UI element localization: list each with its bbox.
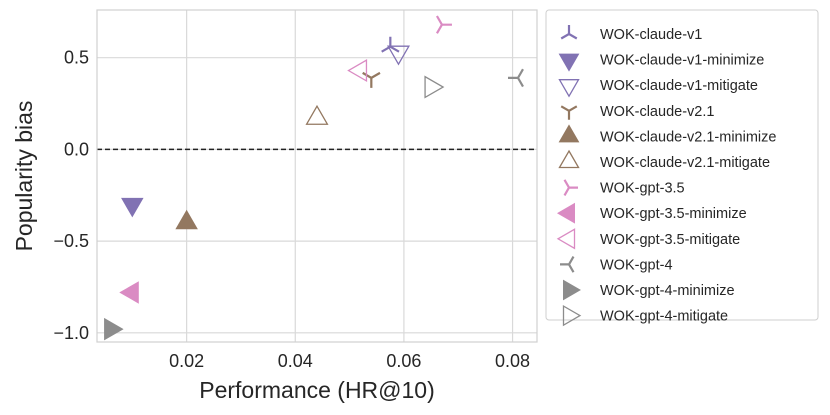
data-point-marker	[507, 68, 524, 88]
legend-marker	[558, 79, 580, 98]
legend-label: WOK-claude-v2.1-minimize	[600, 129, 776, 145]
y-axis-label: Popularity bias	[11, 101, 37, 252]
legend-item: WOK-claude-v2.1-mitigate	[558, 149, 770, 171]
legend-label: WOK-gpt-3.5-minimize	[600, 206, 747, 222]
legend-item: WOK-claude-v2.1	[560, 104, 714, 120]
legend-label: WOK-claude-v2.1	[600, 104, 714, 120]
legend-label: WOK-gpt-4	[600, 257, 673, 273]
legend-label: WOK-gpt-3.5	[600, 181, 685, 197]
legend-label: WOK-gpt-3.5-mitigate	[600, 232, 740, 248]
legend-box	[545, 9, 819, 321]
legend-item: WOK-gpt-4	[560, 256, 673, 273]
legend-item: WOK-gpt-4-minimize	[563, 279, 735, 301]
data-point-marker	[175, 209, 198, 230]
data-point-marker	[119, 281, 139, 304]
x-tick-label: 0.04	[278, 351, 313, 371]
legend-label: WOK-gpt-4-minimize	[600, 283, 735, 299]
legend-marker	[558, 124, 580, 143]
data-point-marker	[386, 45, 410, 66]
legend-label: WOK-gpt-4-mitigate	[600, 309, 728, 325]
legend-marker	[560, 256, 575, 273]
legend-marker	[557, 202, 575, 224]
legend-marker	[563, 179, 578, 196]
data-points	[104, 15, 524, 341]
legend: WOK-claude-v1 WOK-claude-v1-minimize WOK-c…	[545, 9, 819, 327]
data-point-marker	[305, 104, 329, 125]
data-point-marker	[435, 15, 452, 34]
data-point-marker	[121, 197, 144, 218]
data-point-marker	[104, 317, 124, 341]
x-tick-label: 0.08	[495, 351, 530, 371]
legend-item: WOK-gpt-4-mitigate	[562, 304, 728, 327]
x-tick-label: 0.06	[386, 351, 421, 371]
y-axis-ticks: −1.0 −0.5 0.0 0.5	[53, 48, 89, 343]
legend-item: WOK-gpt-3.5	[563, 179, 685, 197]
legend-marker	[556, 228, 576, 250]
legend-marker	[563, 279, 581, 301]
legend-marker	[560, 105, 578, 120]
y-tick-label: 0.5	[64, 48, 89, 68]
legend-item: WOK-claude-v1-minimize	[558, 53, 764, 72]
legend-item: WOK-claude-v2.1-minimize	[558, 124, 776, 145]
y-tick-label: −1.0	[53, 323, 89, 343]
legend-item: WOK-gpt-3.5-mitigate	[556, 228, 740, 250]
data-point-marker	[424, 75, 445, 99]
legend-label: WOK-claude-v1-minimize	[600, 53, 764, 69]
legend-item: WOK-claude-v1	[560, 25, 702, 43]
legend-item: WOK-claude-v1-mitigate	[558, 78, 758, 98]
grid-lines	[97, 10, 537, 342]
legend-marker	[558, 149, 580, 169]
x-axis-label: Performance (HR@10)	[199, 377, 435, 403]
legend-marker	[562, 304, 582, 327]
legend-label: WOK-claude-v1-mitigate	[600, 78, 758, 94]
data-point-marker	[347, 59, 368, 83]
legend-label: WOK-claude-v2.1-mitigate	[600, 155, 770, 171]
legend-marker	[558, 53, 580, 72]
legend-marker	[560, 25, 578, 40]
y-tick-label: −0.5	[53, 231, 89, 251]
legend-item: WOK-gpt-3.5-minimize	[557, 202, 747, 224]
legend-label: WOK-claude-v1	[600, 27, 702, 43]
y-tick-label: 0.0	[64, 139, 89, 159]
x-axis-ticks: 0.02 0.04 0.06 0.08	[169, 351, 530, 371]
x-tick-label: 0.02	[169, 351, 204, 371]
plot-frame	[96, 9, 538, 343]
